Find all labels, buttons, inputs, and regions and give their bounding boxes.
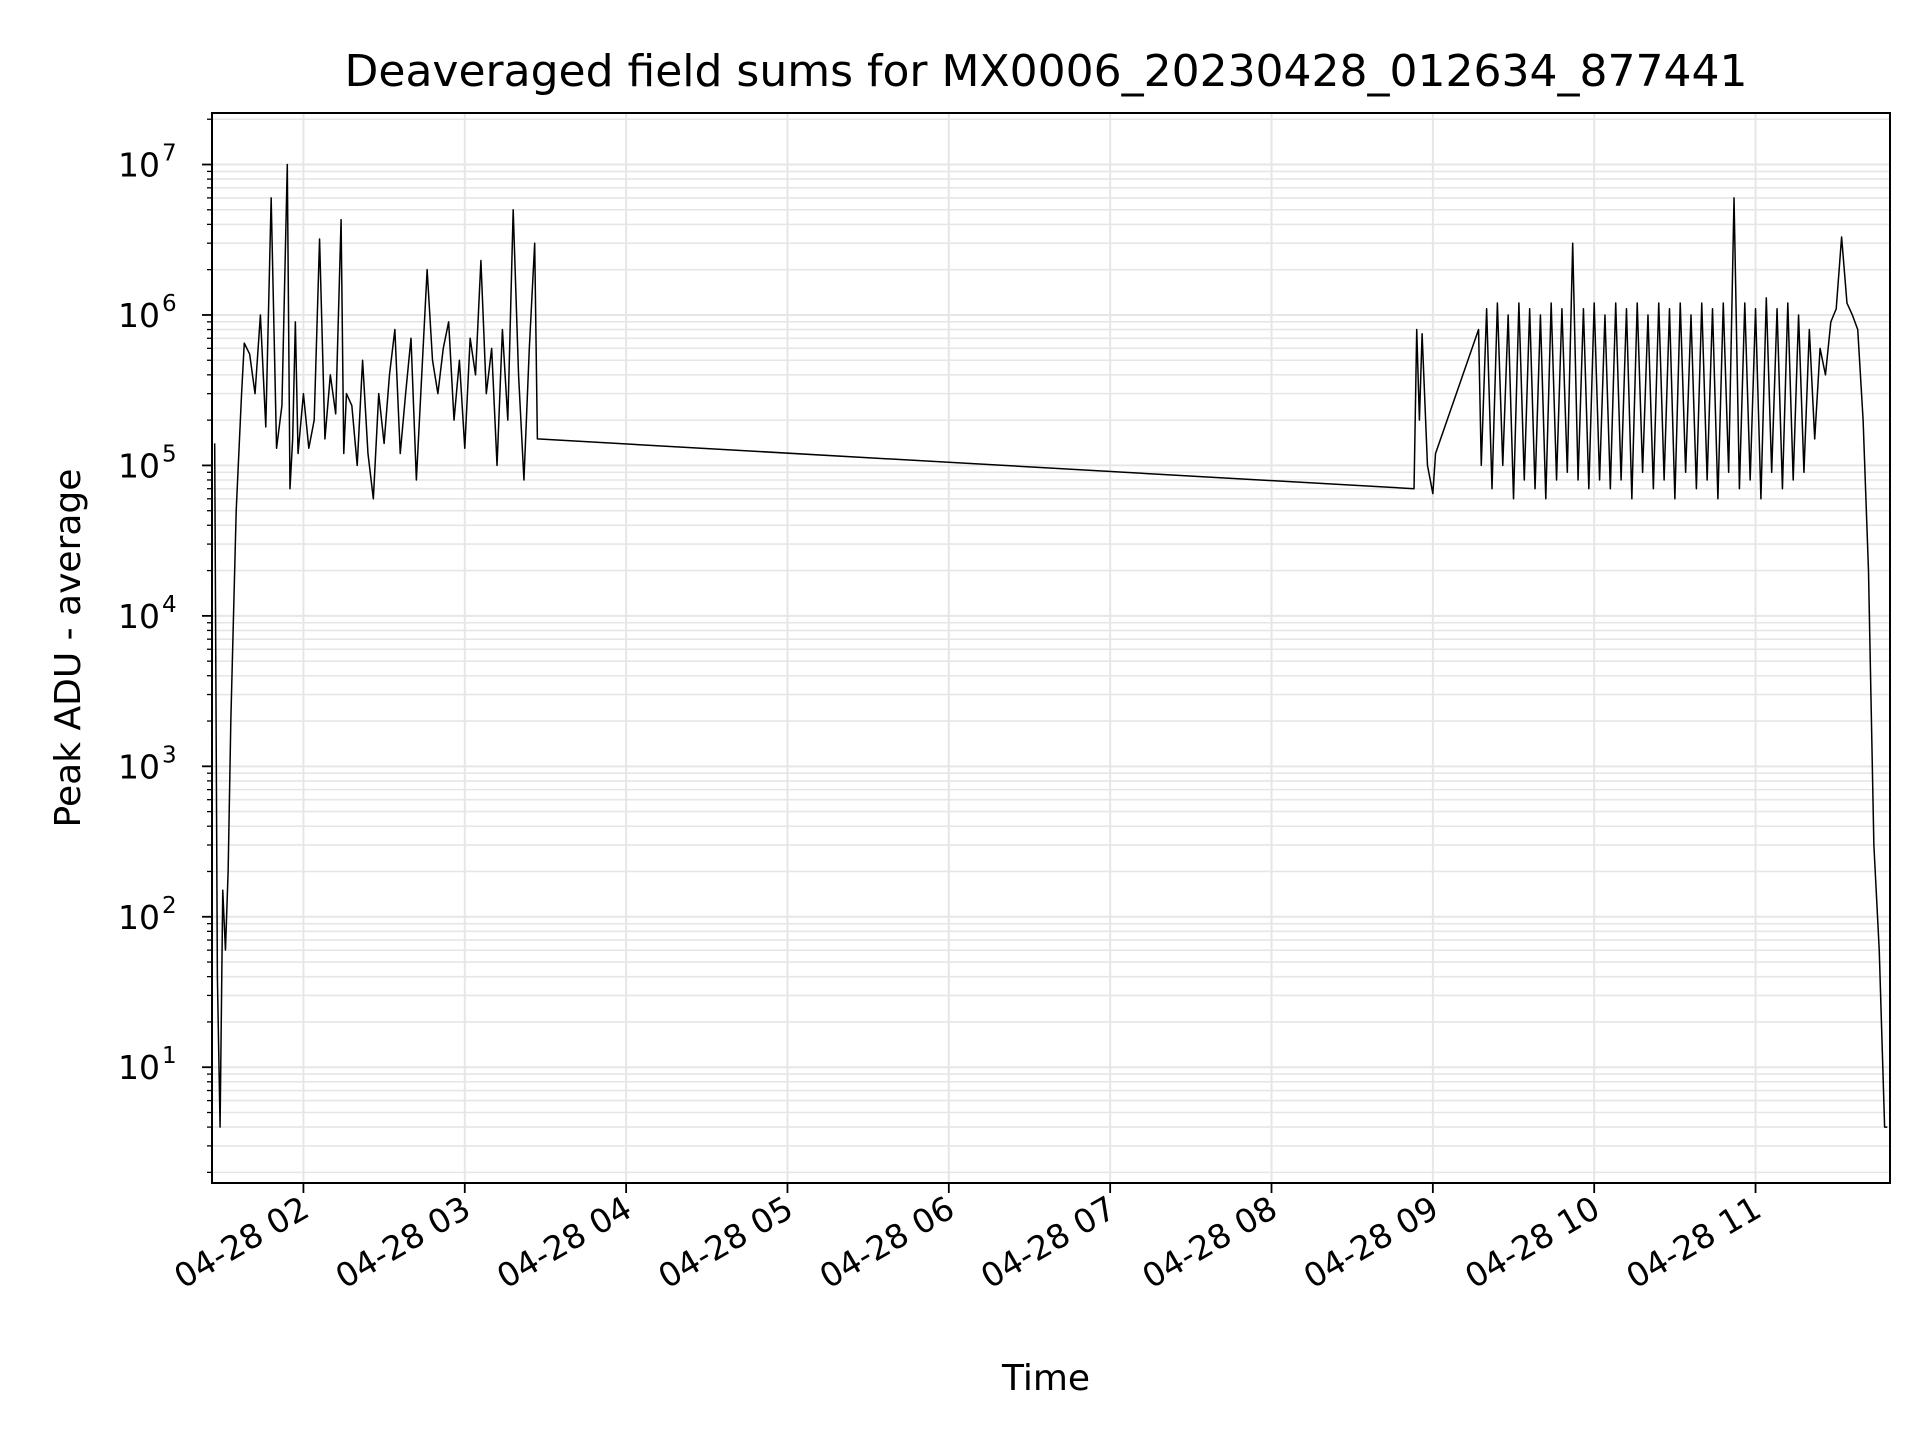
y-tick-exponent: 6 — [162, 291, 177, 317]
y-tick-exponent: 1 — [162, 1043, 177, 1069]
plot-frame — [211, 112, 1891, 1184]
y-tick-base: 10 — [118, 146, 160, 185]
y-tick-exponent: 4 — [162, 592, 177, 618]
y-tick-base: 10 — [118, 296, 160, 335]
y-tick-exponent: 7 — [162, 141, 177, 167]
y-tick-base: 10 — [118, 898, 160, 937]
y-tick-base: 10 — [118, 597, 160, 636]
grid — [212, 113, 1890, 1183]
y-tick-label: 10 — [118, 1048, 160, 1087]
y-tick-base: 10 — [118, 1048, 160, 1087]
y-tick-exponent: 2 — [162, 893, 177, 919]
y-tick-exponent: 3 — [162, 742, 177, 768]
y-tick-label: 10 — [118, 747, 160, 786]
y-tick-label: 10 — [118, 597, 160, 636]
y-tick-label: 10 — [118, 296, 160, 335]
y-tick-base: 10 — [118, 747, 160, 786]
y-tick-label: 10 — [118, 898, 160, 937]
y-tick-base: 10 — [118, 446, 160, 485]
y-axis-label: Peak ADU - average — [48, 469, 89, 828]
y-tick-label: 10 — [118, 446, 160, 485]
y-tick-exponent: 5 — [162, 441, 177, 467]
data-area — [213, 163, 1888, 1128]
series-line — [213, 163, 1888, 1128]
x-axis-label: Time — [1001, 1358, 1090, 1399]
chart-title: Deaveraged field sums for MX0006_2023042… — [345, 46, 1748, 97]
y-tick-label: 10 — [118, 146, 160, 185]
